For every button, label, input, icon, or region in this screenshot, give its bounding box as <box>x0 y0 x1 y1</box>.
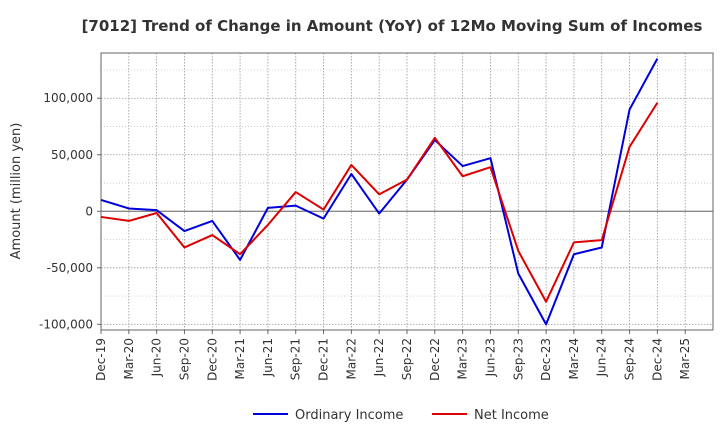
x-tick-label: Sep-22 <box>400 338 414 380</box>
legend: Ordinary Income Net Income <box>253 408 549 423</box>
series-line-net-income <box>100 102 659 303</box>
x-tick-label: Mar-22 <box>344 338 358 379</box>
x-tick-label: Sep-21 <box>289 338 303 380</box>
x-tick-label: Dec-19 <box>94 338 108 381</box>
x-tick-label: Jun-24 <box>595 338 609 377</box>
x-tick-label: Jun-21 <box>261 338 275 377</box>
y-tick-label: 50,000 <box>51 148 93 162</box>
x-tick-label: Mar-25 <box>678 338 692 379</box>
x-tick-label: Dec-24 <box>650 338 664 381</box>
x-tick-label: Sep-24 <box>623 338 637 380</box>
x-tick-label: Sep-20 <box>177 338 191 380</box>
legend-label: Ordinary Income <box>295 408 403 423</box>
x-tick-label: Jun-20 <box>150 338 164 377</box>
series-line-ordinary-income <box>100 58 659 326</box>
series-group <box>100 58 659 326</box>
x-tick-label: Mar-24 <box>567 338 581 379</box>
x-tick-label: Dec-23 <box>539 338 553 381</box>
y-axis-label: Amount (million yen) <box>9 123 24 260</box>
x-tick-label: Sep-23 <box>511 338 525 380</box>
x-tick-label: Dec-22 <box>428 338 442 381</box>
x-tick-label: Jun-22 <box>372 338 386 377</box>
x-axis: Dec-19 Mar-20 Jun-20 Sep-20 Dec-20 Mar-21 Jun-… <box>94 330 692 381</box>
legend-label: Net Income <box>474 408 549 423</box>
x-tick-label: Mar-20 <box>122 338 136 379</box>
x-tick-label: Mar-23 <box>456 338 470 379</box>
grid <box>101 53 713 330</box>
y-tick-label: -50,000 <box>47 261 93 275</box>
y-tick-label: 100,000 <box>43 91 93 105</box>
y-axis: -100,000 -50,000 0 50,000 100,000 <box>39 91 101 331</box>
chart-title: [7012] Trend of Change in Amount (YoY) o… <box>82 17 703 35</box>
x-tick-label: Jun-23 <box>483 338 497 377</box>
y-tick-label: -100,000 <box>39 317 93 331</box>
y-tick-label: 0 <box>85 204 93 218</box>
x-tick-label: Dec-21 <box>317 338 331 381</box>
x-tick-label: Mar-21 <box>233 338 247 379</box>
x-tick-label: Dec-20 <box>205 338 219 381</box>
